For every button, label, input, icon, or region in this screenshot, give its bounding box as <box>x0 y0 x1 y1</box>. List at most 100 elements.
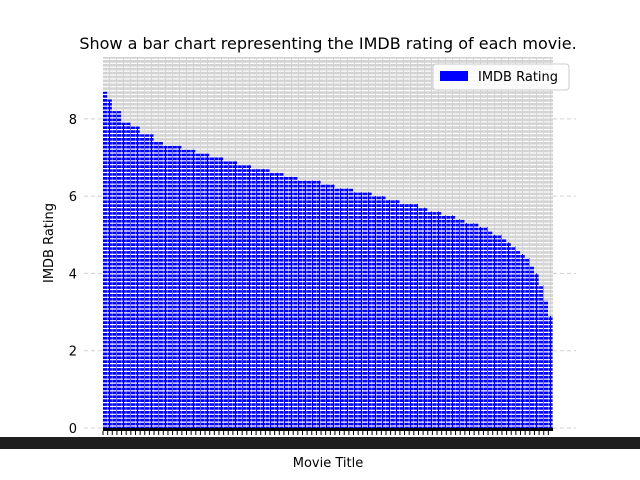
bar-background <box>283 57 289 177</box>
bar <box>395 199 400 428</box>
bar-background <box>534 57 540 274</box>
bar <box>534 273 539 428</box>
bar <box>385 199 391 428</box>
bar <box>232 161 238 428</box>
bar-background <box>270 57 275 173</box>
legend-label: IMDB Rating <box>478 70 558 85</box>
bar <box>432 211 437 428</box>
bar-background <box>154 57 159 143</box>
bar <box>492 234 497 428</box>
bar-background <box>126 57 131 123</box>
bar <box>525 257 530 428</box>
bar-background <box>437 57 442 212</box>
bar-background <box>325 57 331 185</box>
bar-background <box>209 57 215 158</box>
bar-background <box>167 57 173 146</box>
bar-background <box>158 57 164 143</box>
chart-title: Show a bar chart representing the IMDB r… <box>79 34 576 53</box>
bar <box>404 203 409 428</box>
bar-background <box>311 57 317 181</box>
bar-background <box>256 57 261 170</box>
bar-background <box>478 57 484 228</box>
bar-background <box>246 57 252 166</box>
bar <box>237 165 242 429</box>
bar <box>103 91 108 428</box>
bar-background <box>353 57 359 193</box>
bar <box>307 180 312 428</box>
bar <box>488 230 493 428</box>
bar <box>367 192 372 428</box>
bar <box>135 126 140 428</box>
bar-background <box>511 57 516 247</box>
bar-background <box>469 57 475 224</box>
bar <box>311 180 317 428</box>
bar <box>464 223 470 428</box>
bar <box>316 180 321 428</box>
bar <box>501 238 507 428</box>
bar <box>427 211 433 428</box>
bar-background <box>121 57 127 123</box>
bar-background <box>446 57 451 216</box>
bar-background <box>474 57 479 224</box>
bar <box>191 149 196 428</box>
bar-background <box>367 57 373 193</box>
bar-background <box>195 57 201 154</box>
bar-background <box>274 57 280 173</box>
bar-background <box>200 57 206 154</box>
bar-background <box>177 57 182 146</box>
bar <box>302 180 307 428</box>
bar <box>376 196 381 428</box>
bar-background <box>205 57 210 154</box>
x-baseline <box>103 428 553 431</box>
bar-background <box>362 57 368 193</box>
bar-background <box>135 57 141 127</box>
bar <box>251 169 256 428</box>
bar <box>246 165 252 429</box>
bar-background <box>372 57 377 197</box>
bar <box>270 172 275 428</box>
bar-background <box>330 57 335 185</box>
bar-background <box>107 57 113 100</box>
bar-background <box>381 57 386 197</box>
bar-background <box>307 57 312 181</box>
bar <box>455 219 460 428</box>
bar <box>478 227 484 428</box>
bar <box>297 180 303 428</box>
bar-background <box>543 57 549 301</box>
bar <box>228 161 233 428</box>
bar-background <box>293 57 298 177</box>
bar <box>330 184 335 428</box>
bar-background <box>339 57 345 189</box>
bar <box>372 196 377 428</box>
bar <box>167 145 173 428</box>
bar-background <box>172 57 178 146</box>
bar <box>256 169 261 428</box>
bar-background <box>348 57 354 189</box>
bar <box>539 285 544 428</box>
y-tick-label: 2 <box>69 345 77 360</box>
bar <box>325 184 330 428</box>
bar-background <box>144 57 150 135</box>
bar-background <box>186 57 192 150</box>
bar-background <box>418 57 424 208</box>
bar-background <box>334 57 340 189</box>
bar <box>381 196 386 428</box>
bar-background <box>539 57 544 286</box>
bar <box>209 157 214 428</box>
bar <box>321 184 326 428</box>
bar <box>362 192 368 428</box>
legend-box <box>432 63 570 91</box>
bar <box>446 215 451 428</box>
bar <box>483 227 488 428</box>
bar-background <box>497 57 502 235</box>
bar-background <box>427 57 433 212</box>
bar <box>283 176 289 428</box>
bar <box>409 203 414 428</box>
bar <box>223 161 228 428</box>
bar <box>339 188 344 428</box>
bar-background <box>441 57 447 216</box>
bar-background <box>232 57 238 162</box>
category-tick-labels <box>0 431 640 449</box>
bar-background <box>149 57 155 135</box>
